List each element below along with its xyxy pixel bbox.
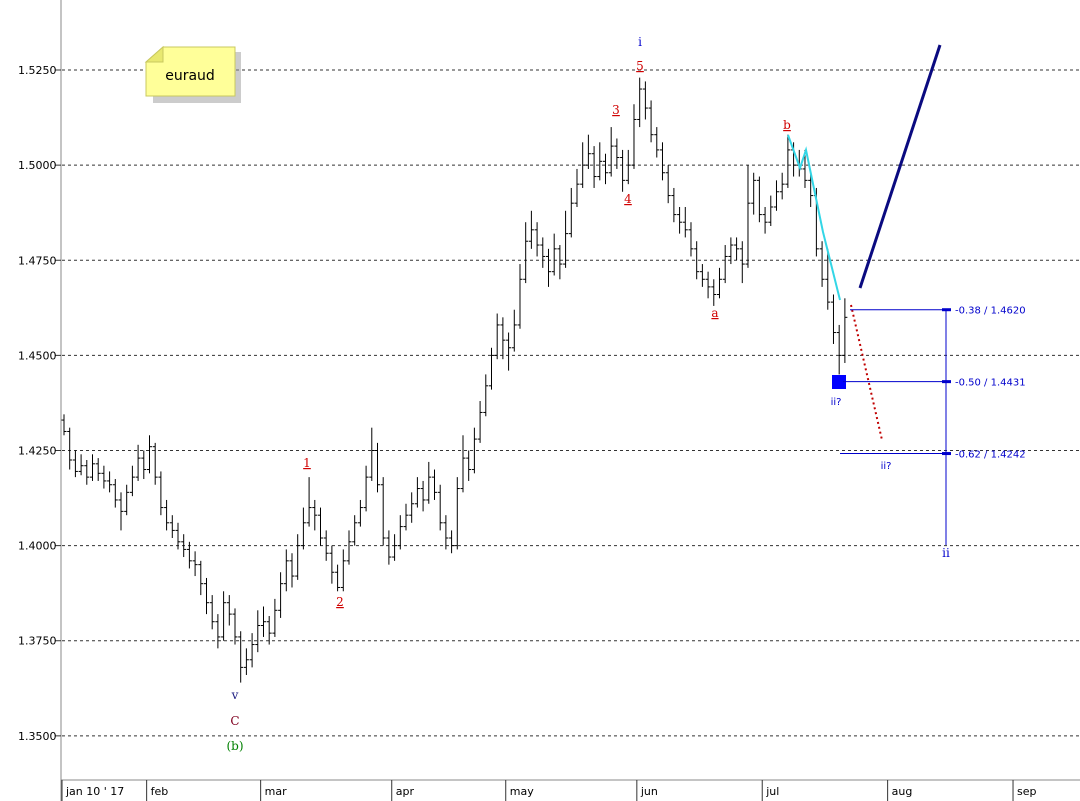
x-tick-label: may (510, 785, 534, 798)
axes: 1.3500 1.3750 1.4000 1.4250 1.4500 1.4750 1.50… (18, 0, 1080, 801)
wave-label: ii (942, 546, 950, 560)
wave-label: i (638, 35, 642, 49)
annotations: i 5 3 4 b a 1 2 v C (b) ii? ii? ii (226, 35, 950, 753)
target-marker (832, 375, 846, 389)
x-tick-label: jan 10 ' 17 (65, 785, 124, 798)
wave-label: 1 (303, 456, 311, 470)
wave-label: C (230, 714, 239, 728)
projection-line (858, 44, 942, 289)
wave-label: b (783, 118, 791, 132)
fib-label: -0.62 / 1.4242 (955, 450, 1026, 461)
y-tick-label: 1.5000 (18, 159, 57, 172)
x-tick-label: aug (892, 785, 913, 798)
wave-label: ii? (881, 461, 892, 472)
wave-line (787, 134, 841, 301)
y-tick-label: 1.3750 (18, 635, 57, 648)
x-tick-label: apr (396, 785, 415, 798)
wave-label: (b) (226, 739, 243, 753)
symbol: euraud (165, 68, 215, 84)
fib-label: -0.38 / 1.4620 (955, 306, 1026, 317)
dotted-projection (850, 304, 883, 441)
grid (62, 69, 1080, 737)
wave-label: ii? (831, 397, 842, 408)
x-tick-label: feb (151, 785, 169, 798)
x-tick-label: sep (1017, 785, 1036, 798)
wave-label: 3 (612, 103, 620, 117)
x-tick-label: jul (765, 785, 779, 798)
fib-levels: -0.38 / 1.4620 -0.50 / 1.4431 -0.62 / 1.42… (840, 306, 1026, 461)
x-tick-label: jun (640, 785, 658, 798)
y-tick-label: 1.3500 (18, 730, 57, 743)
y-tick-label: 1.4250 (18, 444, 57, 457)
wave-label: 2 (336, 595, 344, 609)
note-fold (144, 45, 164, 63)
y-tick-label: 1.4750 (18, 254, 57, 267)
wave-label: v (231, 688, 239, 702)
symbol-note: euraud (144, 45, 241, 103)
y-tick-label: 1.4500 (18, 349, 57, 362)
y-tick-label: 1.5250 (18, 64, 57, 77)
wave-label: 5 (636, 59, 644, 73)
fib-label: -0.50 / 1.4431 (955, 378, 1026, 389)
x-tick-label: mar (265, 785, 287, 798)
y-tick-label: 1.4000 (18, 540, 57, 553)
wave-label: a (711, 306, 718, 320)
wave-label: 4 (624, 192, 632, 206)
price-bars (61, 77, 848, 683)
